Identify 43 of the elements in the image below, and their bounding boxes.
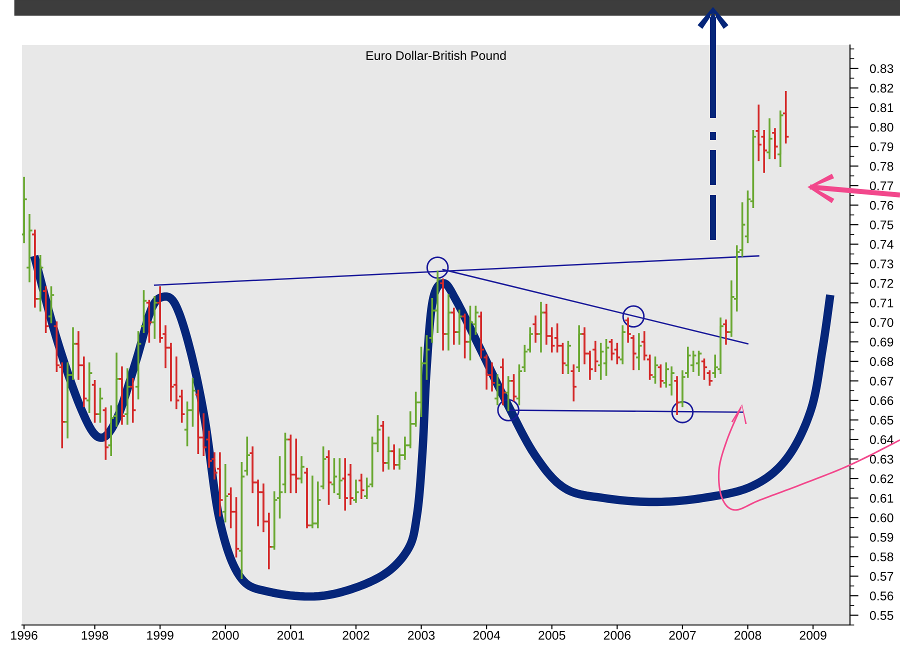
y-tick-label: 0.81	[870, 103, 894, 112]
x-tick-label: 2004	[473, 630, 500, 640]
x-tick-label: 2003	[408, 630, 435, 640]
x-tick-label: 2001	[277, 630, 304, 640]
y-tick-label: 0.57	[870, 572, 894, 581]
y-tick-label: 0.61	[870, 494, 894, 503]
y-tick-label: 0.73	[870, 260, 894, 268]
y-tick-label: 0.67	[870, 376, 894, 386]
x-tick-label: 2005	[538, 630, 566, 640]
x-tick-label: 1996	[11, 630, 38, 640]
y-tick-label: 0.78	[870, 162, 894, 171]
y-tick-label: 0.63	[870, 454, 894, 464]
x-tick-label: 2006	[604, 630, 631, 640]
y-tick-label: 0.58	[870, 552, 894, 562]
y-tick-label: 0.56	[870, 592, 894, 600]
y-tick-label: 0.66	[870, 396, 894, 406]
y-tick-label: 0.72	[870, 279, 894, 288]
y-tick-label: 0.80	[870, 122, 894, 132]
y-tick-label: 0.59	[870, 532, 894, 542]
y-tick-label: 0.65	[870, 416, 894, 425]
y-tick-label: 0.55	[870, 611, 894, 620]
y-tick-label: 0.71	[870, 298, 894, 308]
y-tick-label: 0.77	[870, 181, 894, 190]
y-tick-label: 0.82	[870, 84, 894, 93]
chart-title: Euro Dollar-British Pound	[366, 50, 506, 60]
y-tick-label: 0.64	[870, 435, 894, 444]
y-tick-label: 0.74	[870, 240, 894, 249]
y-tick-label: 0.83	[870, 64, 894, 74]
y-tick-label: 0.70	[870, 318, 894, 327]
y-tick-label: 0.60	[870, 513, 894, 522]
x-tick-label: 2009	[800, 630, 826, 640]
y-tick-label: 0.62	[870, 474, 894, 484]
y-tick-label: 0.68	[870, 357, 894, 366]
x-tick-label: 1998	[82, 630, 108, 640]
y-tick-label: 0.69	[870, 338, 894, 346]
x-tick-label: 2007	[669, 630, 696, 640]
x-tick-label: 2002	[342, 630, 370, 640]
x-tick-label: 1999	[147, 630, 174, 640]
x-tick-label: 2000	[212, 630, 239, 640]
y-tick-label: 0.79	[870, 142, 894, 152]
y-tick-label: 0.75	[870, 220, 894, 230]
x-tick-label: 2008	[734, 630, 762, 640]
y-tick-label: 0.76	[870, 200, 894, 210]
